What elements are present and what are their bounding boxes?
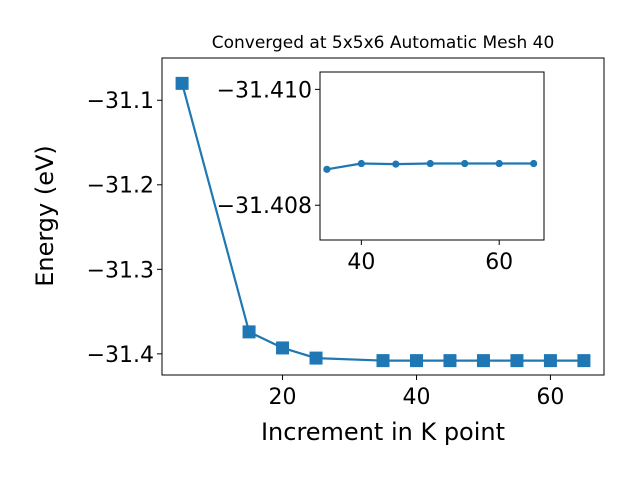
inset-data-point: [495, 159, 503, 168]
main-plot-frame: [161, 57, 605, 376]
main-data-point: [577, 354, 591, 368]
inset-data-point: [323, 165, 331, 173]
inset-data-point: [461, 159, 469, 168]
chart-title: Converged at 5x5x6 Automatic Mesh 40: [212, 33, 555, 53]
main-plot-layer: 20 40 60 −31.1 −31.2 −31.3 −31.4: [87, 76, 591, 410]
inset-data-point: [357, 159, 365, 168]
x-axis-label: Increment in K point: [261, 418, 505, 446]
main-y-tick-label: −31.4: [87, 343, 154, 368]
inset-x-tick-label: 60: [485, 250, 513, 275]
inset-data-point: [530, 159, 538, 168]
inset-x-tick-label: 40: [347, 250, 375, 275]
main-data-point: [476, 354, 490, 368]
main-data-point: [309, 351, 323, 365]
inset-y-tick-label: −31.410: [217, 78, 312, 103]
inset-plot-layer: 40 60 −31.410 −31.408: [217, 78, 538, 275]
main-y-tick-label: −31.3: [87, 258, 154, 283]
main-data-point: [543, 354, 557, 368]
main-data-point: [510, 354, 524, 368]
main-x-tick-label: 20: [269, 385, 297, 410]
main-data-point: [276, 341, 290, 355]
main-x-tick-label: 40: [402, 385, 430, 410]
inset-background: [320, 72, 544, 240]
main-data-point: [175, 76, 189, 90]
main-data-point: [376, 354, 390, 368]
inset-plot-frame: [319, 71, 545, 241]
y-axis-label: Energy (eV): [31, 145, 59, 287]
main-data-point: [443, 354, 457, 368]
main-y-tick-label: −31.2: [87, 174, 154, 199]
main-data-point: [242, 325, 256, 339]
inset-data-point: [392, 160, 400, 168]
main-x-tick-label: 60: [536, 385, 564, 410]
inset-y-tick-label: −31.408: [217, 194, 312, 219]
inset-data-point: [426, 159, 434, 168]
main-y-tick-label: −31.1: [87, 89, 154, 114]
main-data-point: [409, 354, 423, 368]
